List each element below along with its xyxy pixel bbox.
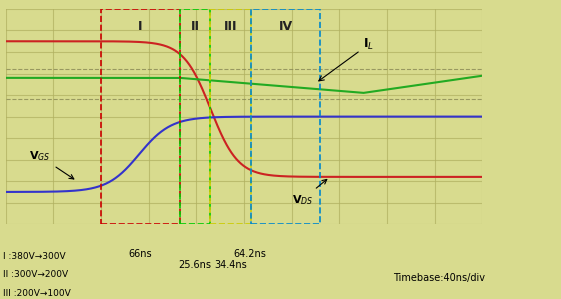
Text: V$_{GS}$: V$_{GS}$ (29, 150, 74, 179)
Text: V$_{DS}$: V$_{DS}$ (292, 179, 327, 207)
Text: 64.2ns: 64.2ns (233, 249, 266, 260)
Text: IV: IV (279, 20, 293, 33)
Text: II :300V→200V: II :300V→200V (3, 270, 68, 279)
Text: I: I (138, 20, 142, 33)
Text: 25.6ns: 25.6ns (178, 260, 211, 270)
Text: Timebase:40ns/div: Timebase:40ns/div (393, 273, 485, 283)
Text: 34.4ns: 34.4ns (214, 260, 247, 270)
Text: III :200V→100V: III :200V→100V (3, 289, 71, 298)
Text: 66ns: 66ns (128, 249, 152, 260)
Text: I$_L$: I$_L$ (319, 37, 374, 81)
Text: II: II (190, 20, 199, 33)
Text: I :380V→300V: I :380V→300V (3, 252, 66, 261)
Text: III: III (224, 20, 237, 33)
